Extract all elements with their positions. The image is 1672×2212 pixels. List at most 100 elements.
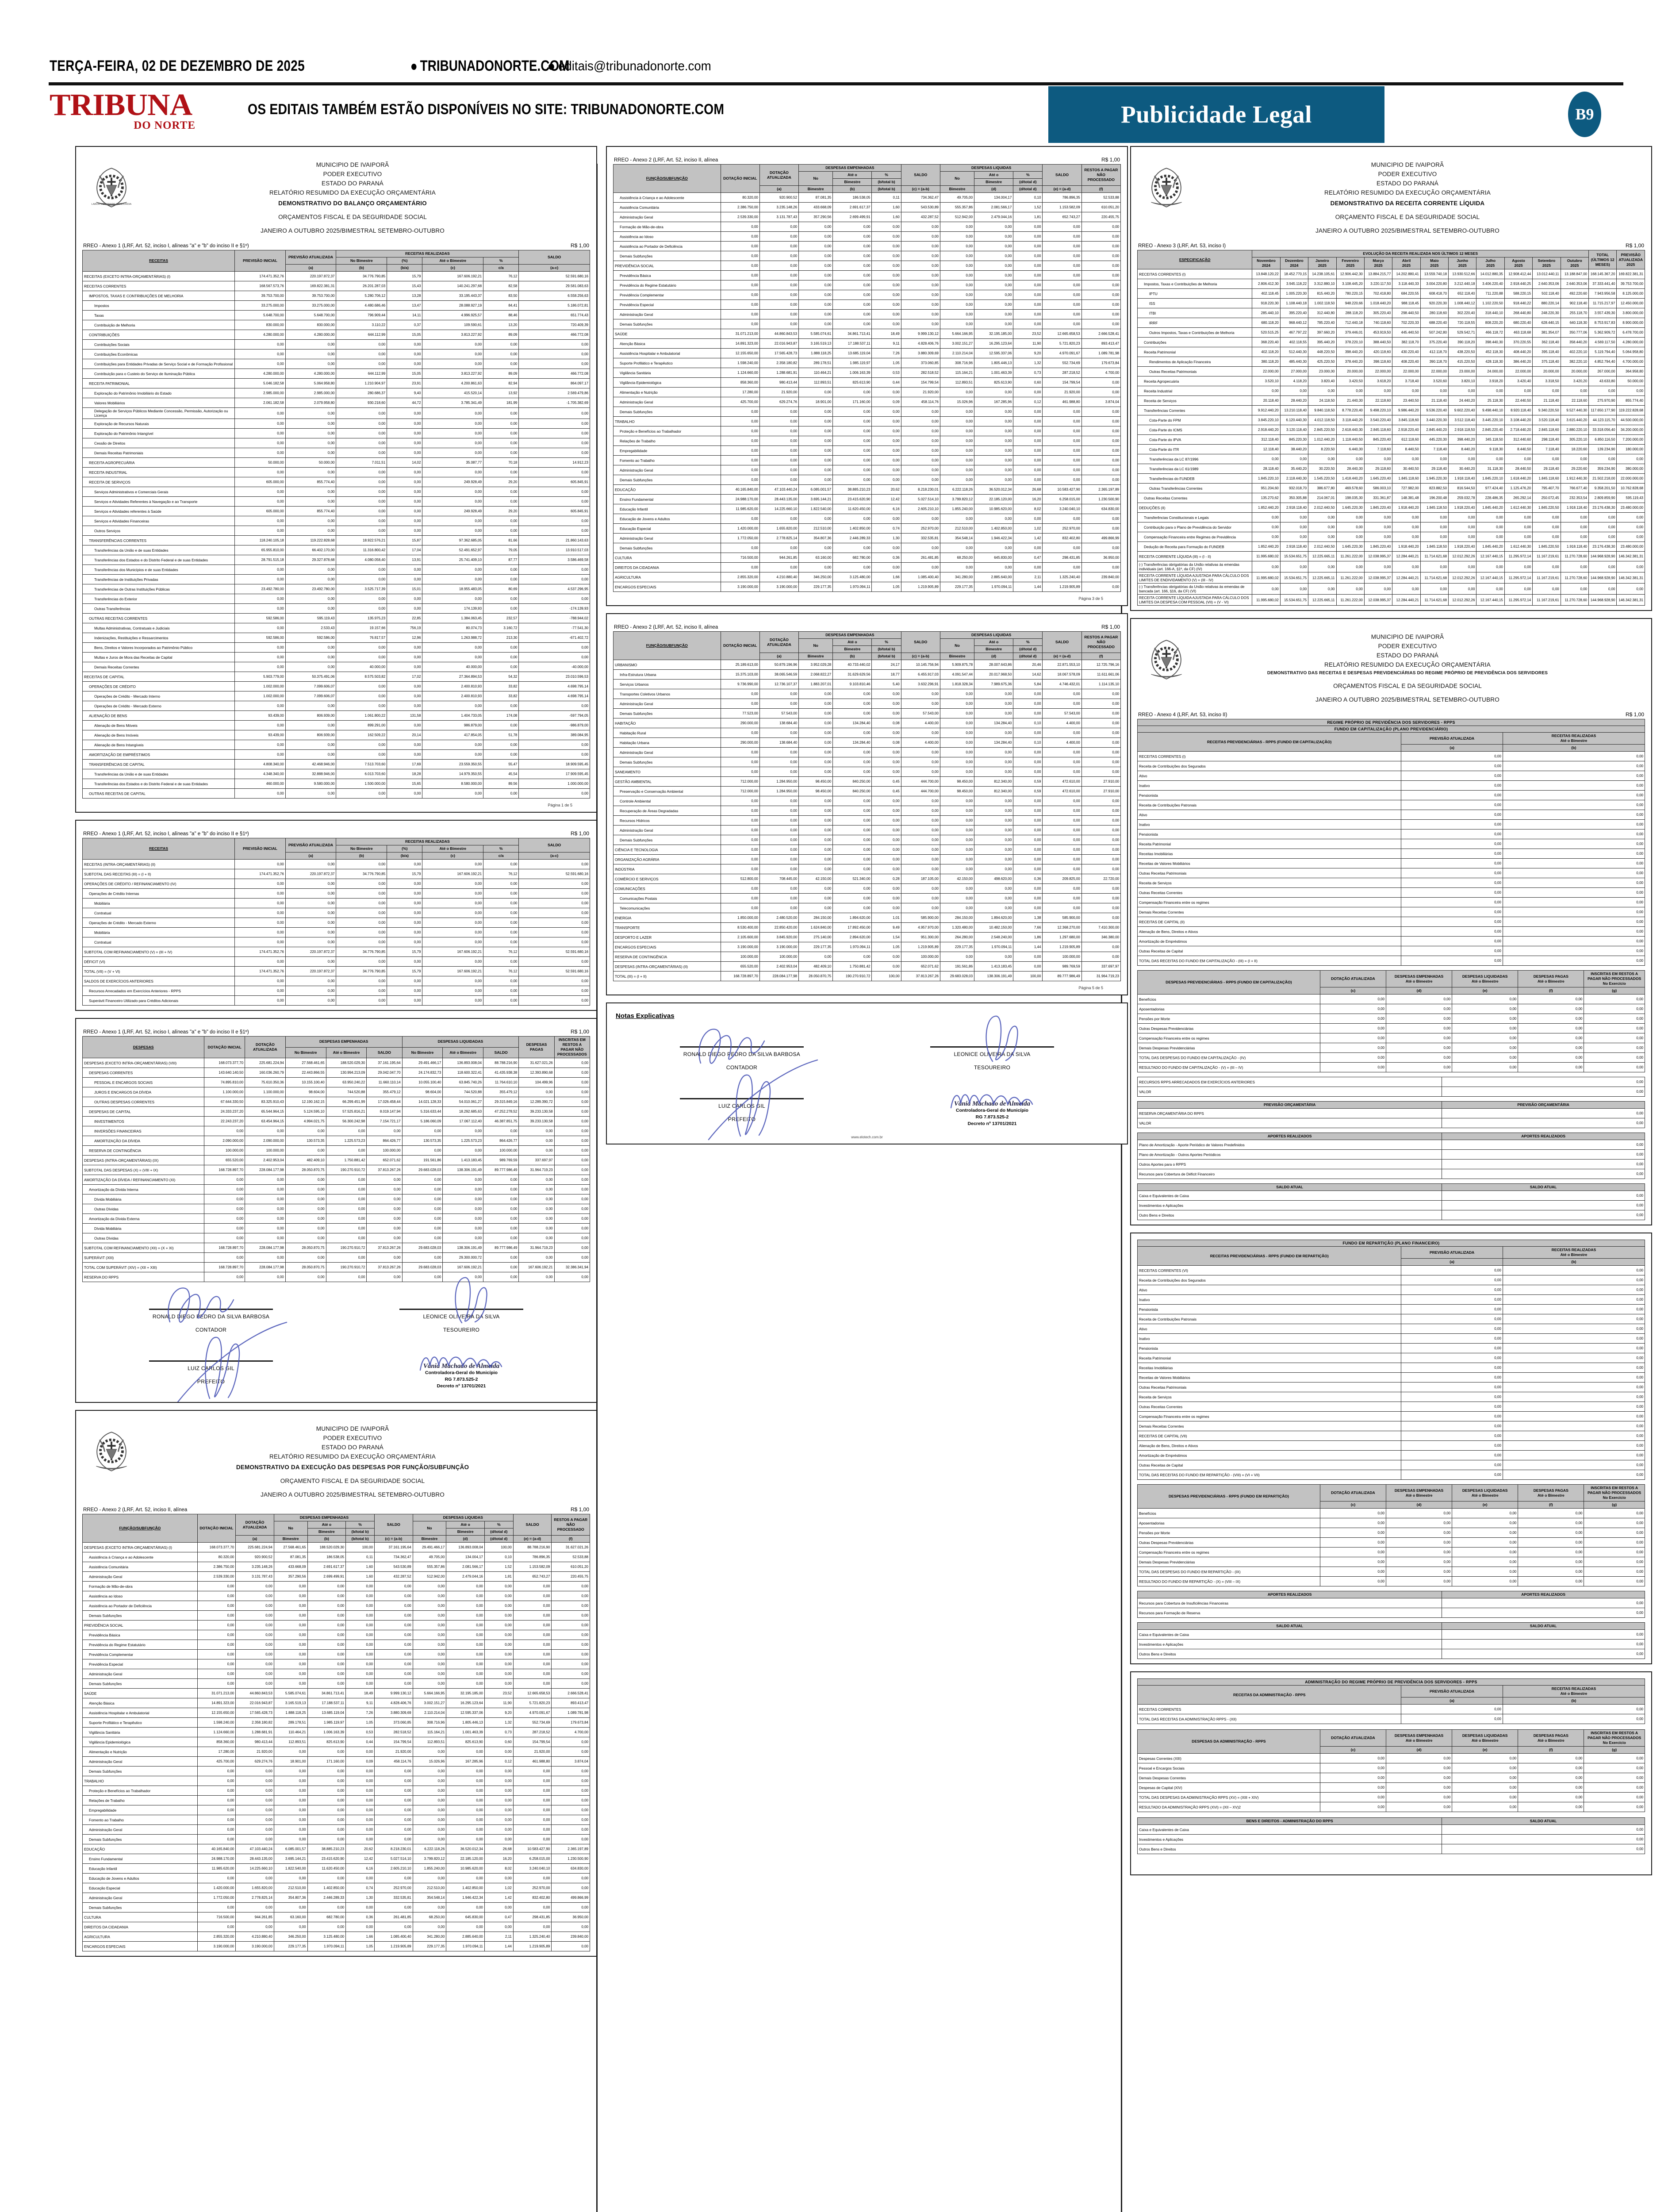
row-label: Educação Especial: [82, 1883, 198, 1893]
row-value: 0,00: [871, 747, 901, 757]
table-row: Demais Subfunções 77.523,00 57.543,00 0,00 0…: [613, 708, 1121, 718]
row-value: 0,00: [235, 1795, 274, 1805]
row-value: 2.845.118,60: [1532, 425, 1561, 435]
row-value: 2.605.210,10: [901, 504, 940, 514]
table-row: Habitação Rural 0,00 0,00 0,00 0,00 0,00 0,00 0…: [613, 728, 1121, 738]
row-value: 0,08: [871, 718, 901, 728]
row-value: 0,00: [720, 854, 760, 864]
site-url-link[interactable]: TRIBUNADONORTE.COM: [411, 58, 569, 75]
table-rpps-recursos-anteriores: RECURSOS RPPS ARRECADADOS EM EXERCÍCIOS …: [1137, 1077, 1645, 1097]
row-value: 0,00: [513, 1873, 552, 1883]
row-value: 29.683.028,03: [402, 1262, 443, 1272]
row-value: 0,00: [1442, 1169, 1645, 1179]
row-value: 4.400,00: [1042, 718, 1082, 728]
row-value: 0,00: [1013, 815, 1043, 826]
table-rpps-aportes-cap: APORTES REALIZADOS APORTES REALIZADOS Pla…: [1137, 1133, 1645, 1179]
row-value: 0,00: [1502, 936, 1645, 946]
row-value: 0,00: [1081, 445, 1121, 456]
row-value: 0,00: [518, 956, 590, 967]
row-value: 0,00: [720, 455, 760, 465]
row-value: 0,00: [940, 231, 975, 242]
row-value: 13,28: [387, 291, 423, 301]
row-value: 337.697,97: [1081, 961, 1121, 972]
row-value: 0,00: [1616, 454, 1645, 464]
table-row: RECEITA PATRIMONIAL 5.046.182,58 5.064.958…: [82, 378, 590, 388]
row-value: 0,00: [1308, 522, 1337, 532]
row-value: 0,00: [483, 976, 519, 986]
row-value: 0,00: [387, 691, 423, 701]
row-label: Demais Subfunções: [82, 1610, 198, 1621]
tribuna-logo[interactable]: TRIBUNA DO NORTE: [50, 88, 204, 137]
row-value: 0,00: [442, 1145, 484, 1156]
row-value: 0,00: [798, 728, 833, 738]
row-value: 2.809.859,90: [1588, 493, 1617, 503]
row-value: 0,00: [518, 1175, 555, 1185]
row-value: 290.000,00: [720, 737, 760, 748]
row-value: 0,00: [940, 475, 975, 485]
row-value: 0,00: [1442, 1608, 1645, 1618]
row-value: 12.393.890,68: [518, 1068, 555, 1078]
th-bens-label: SALDO ATUAL: [1137, 1622, 1442, 1630]
row-value: 0,00: [402, 1272, 443, 1282]
logo-main-text: TRIBUNA: [50, 88, 192, 122]
row-value: 220.197.872,37: [285, 869, 337, 879]
row-value: 0,00: [326, 1204, 367, 1214]
row-value: 0,00: [798, 514, 833, 524]
th-no-emp: No: [273, 1521, 308, 1536]
row-label: Superávit Financeiro Utilizado para Créd…: [82, 995, 235, 1006]
row-label: Pensões por Morte: [1137, 1528, 1320, 1538]
row-value: 0,00: [798, 854, 833, 864]
row-value: 11.611.661,06: [1081, 669, 1121, 680]
row-value: 0,00: [518, 565, 590, 575]
th-aportes-value: APORTES REALIZADOS: [1442, 1133, 1645, 1140]
row-value: 76.817,57: [336, 633, 387, 643]
row-value: 0,00: [518, 496, 590, 507]
row-value: 612.118,60: [1392, 434, 1421, 445]
th-saldo-l: SALDO: [483, 1047, 519, 1058]
table-receitas-continuacao: RECEITAS PREVISÃO INICIAL PREVISÃO ATUAL…: [82, 838, 590, 1006]
table-row: Fomento ao Trabalho 0,00 0,00 0,00 0,00 0,00 0…: [82, 1815, 590, 1825]
table-row: Contribuições Econômicas 0,00 0,00 0,00 0,00…: [82, 349, 590, 359]
table-row: Impostos, Taxas e Contribuições de Melho…: [1137, 279, 1645, 289]
row-value: 3.131.787,43: [759, 212, 799, 222]
table-row: Contribuição para o Custeio do Serviço d…: [82, 369, 590, 379]
th-key-ac: (a-c): [518, 264, 590, 272]
row-value: 0,00: [1584, 1004, 1645, 1014]
row-value: 0,00: [798, 445, 833, 456]
row-value: 0,00: [234, 937, 286, 947]
row-value: 16.295.123,64: [974, 338, 1014, 349]
row-value: 845.220,30: [1280, 434, 1309, 445]
table-row: Formação de Mão-de-obra 0,00 0,00 0,00 0,00 0…: [82, 1581, 590, 1591]
row-label: Demais Subfunções: [82, 1766, 198, 1776]
row-value: 0,00: [307, 1659, 346, 1669]
row-value: 89.777.986,49: [1042, 971, 1082, 981]
row-value: 0,00: [1502, 751, 1645, 761]
row-value: 50.000,00: [234, 457, 286, 468]
row-value: 75.610.350,36: [245, 1077, 286, 1087]
row-value: 786.896,35: [513, 1552, 552, 1562]
email-link[interactable]: editais@tribunadonorte.com: [548, 59, 711, 74]
row-value: 1.402.850,00: [974, 523, 1014, 534]
row-value: 22.000,00: [1252, 366, 1281, 376]
row-value: 25.118,30: [1476, 396, 1505, 406]
row-value: 0,00: [1013, 290, 1043, 300]
row-value: 0,00: [1336, 454, 1365, 464]
row-value: 0,00: [1386, 1802, 1453, 1812]
row-value: 0,00: [345, 1795, 375, 1805]
row-value: 0,00: [940, 689, 975, 699]
row-value: 0,00: [336, 691, 387, 701]
row-value: 34.200.000,00: [1616, 425, 1645, 435]
table-row: Demais Subfunções 0,00 0,00 0,00 0,00 0,00 0,0…: [613, 251, 1121, 261]
row-value: 3.235.148,26: [235, 1562, 274, 1572]
row-value: 0,00: [720, 270, 760, 280]
row-label: DIREITOS DA CIDADANIA: [82, 1922, 198, 1932]
row-label: GESTÃO AMBIENTAL: [613, 776, 721, 787]
row-value: 225.681.224,94: [245, 1058, 286, 1068]
row-value: 5.909.875,78: [940, 660, 975, 670]
row-value: 134.284,40: [832, 718, 872, 728]
row-value: 12.908.412,44: [1504, 269, 1533, 279]
row-value: 0,00: [871, 445, 901, 456]
row-value: 0,00: [1502, 849, 1645, 859]
row-value: 0,00: [518, 438, 590, 448]
row-value: 0,00: [336, 438, 387, 448]
